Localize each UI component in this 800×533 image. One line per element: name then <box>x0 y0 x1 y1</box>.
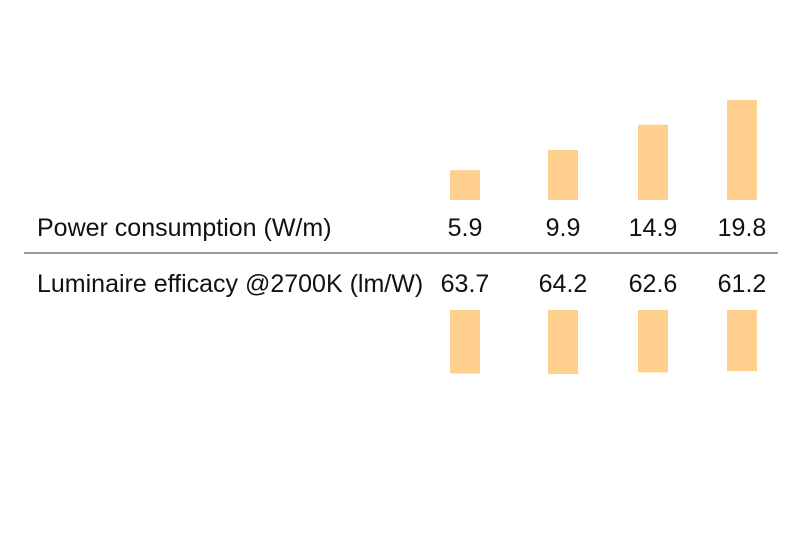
efficacy-value-label: 64.2 <box>539 270 588 298</box>
efficacy-bar <box>727 310 757 372</box>
efficacy-row-label: Luminaire efficacy @2700K (lm/W) <box>37 270 423 298</box>
power-value-label: 14.9 <box>629 214 678 242</box>
efficacy-value-label: 63.7 <box>441 270 490 298</box>
power-bar <box>450 170 480 200</box>
power-bar <box>638 124 668 200</box>
power-values-group: 5.9 9.9 14.9 19.8 <box>448 214 767 242</box>
efficacy-bar <box>450 310 480 374</box>
efficacy-value-label: 62.6 <box>629 270 678 298</box>
efficacy-value-label: 61.2 <box>718 270 767 298</box>
efficacy-bar <box>638 310 668 373</box>
power-bar <box>548 150 578 200</box>
power-value-label: 5.9 <box>448 214 483 242</box>
efficacy-bars-group <box>450 310 757 374</box>
power-bar <box>727 100 757 200</box>
power-bars-group <box>450 100 757 200</box>
power-value-label: 9.9 <box>546 214 581 242</box>
power-value-label: 19.8 <box>718 214 767 242</box>
power-row-label: Power consumption (W/m) <box>37 214 332 242</box>
efficacy-values-group: 63.7 64.2 62.6 61.2 <box>441 270 767 298</box>
efficacy-bar <box>548 310 578 374</box>
